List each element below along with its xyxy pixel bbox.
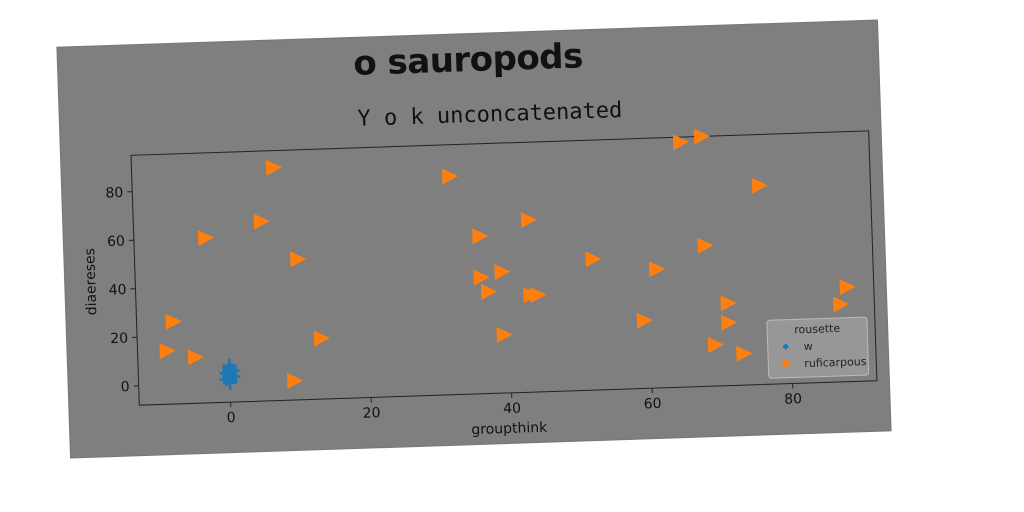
y-tick-label: 80 (105, 185, 123, 202)
x-tick-label: 20 (362, 405, 380, 422)
data-point (165, 313, 182, 330)
chart-svg: Y o k unconcatenated 0 20 40 60 80 0 20 40 60 80… (82, 98, 878, 439)
data-point (530, 287, 547, 304)
legend-title: rousette (794, 322, 841, 337)
x-tick-label: 0 (226, 410, 235, 426)
data-points (159, 128, 856, 390)
x-tick-label: 40 (503, 401, 521, 418)
x-axis: 0 20 40 60 80 (226, 383, 802, 426)
legend-box (766, 316, 870, 379)
y-tick-label: 20 (110, 331, 128, 348)
data-point (286, 372, 304, 389)
data-point (480, 283, 498, 300)
y-tick-label: 40 (108, 282, 126, 299)
data-point (720, 295, 737, 312)
chart-subtitle: Y o k unconcatenated (357, 98, 623, 132)
y-axis-label: diaereses (82, 248, 100, 316)
data-point (697, 237, 714, 254)
data-point (783, 343, 789, 350)
data-point (707, 337, 724, 354)
data-point (839, 279, 856, 296)
data-point (473, 269, 490, 286)
data-point (222, 358, 237, 374)
data-point (496, 327, 513, 344)
data-point (782, 359, 793, 369)
data-point (636, 312, 653, 329)
data-point (832, 296, 850, 313)
data-point (187, 349, 204, 366)
data-point (313, 330, 330, 347)
x-axis-label: groupthink (471, 420, 548, 439)
data-point (197, 230, 215, 247)
data-point (693, 128, 711, 145)
data-point (585, 251, 602, 268)
data-point (472, 228, 489, 245)
data-point (265, 159, 283, 176)
data-point (289, 251, 307, 268)
data-point (736, 345, 753, 362)
x-tick-label: 60 (643, 396, 661, 413)
data-point (494, 263, 511, 280)
data-point (159, 343, 176, 360)
y-tick-label: 60 (107, 234, 125, 251)
data-point (751, 177, 768, 194)
plot-area-frame (130, 130, 878, 406)
x-tick-label: 80 (784, 391, 802, 408)
data-point (648, 261, 666, 278)
data-point (672, 134, 690, 151)
y-tick-label: 0 (121, 379, 130, 395)
data-point (253, 213, 270, 230)
legend: rousette w ruficarpous (766, 316, 870, 379)
legend-entry-label: ruficarpous (804, 355, 867, 370)
data-point (441, 168, 459, 185)
legend-entry-label: w (804, 340, 813, 353)
data-point (721, 314, 738, 331)
y-axis: 0 20 40 60 80 (105, 185, 139, 395)
chart-card: o sauropods Y o k unconcatenated 0 20 40 60… (57, 20, 891, 458)
data-point (520, 212, 537, 229)
